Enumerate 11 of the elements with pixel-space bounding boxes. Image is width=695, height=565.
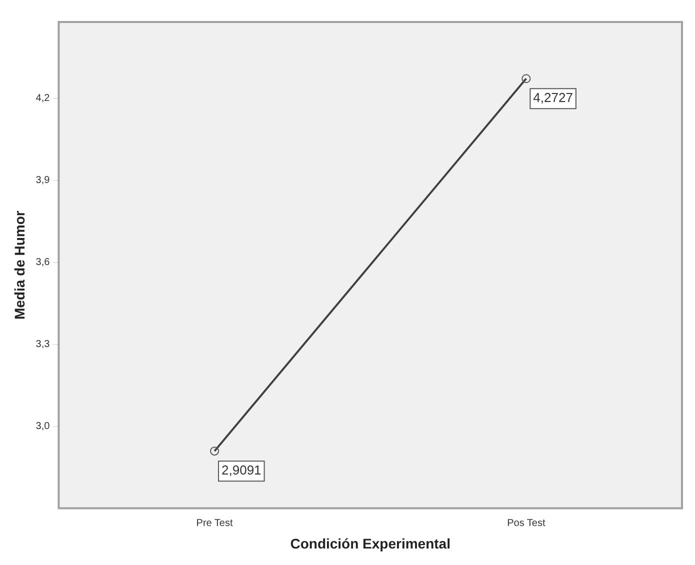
y-axis-title: Media de Humor [11,210,28,320]
y-tick-label: 4,2 [36,93,50,104]
y-tick-label: 3,0 [36,421,50,432]
y-tick-label: 3,9 [36,175,50,186]
x-axis-title: Condición Experimental [290,535,450,552]
y-tick-label: 3,3 [36,339,50,350]
x-tick-label: Pos Test [507,518,546,529]
data-label: 2,9091 [222,462,262,478]
x-tick-label: Pre Test [196,518,233,529]
data-label: 4,2727 [533,90,573,106]
y-tick-label: 3,6 [36,257,50,268]
